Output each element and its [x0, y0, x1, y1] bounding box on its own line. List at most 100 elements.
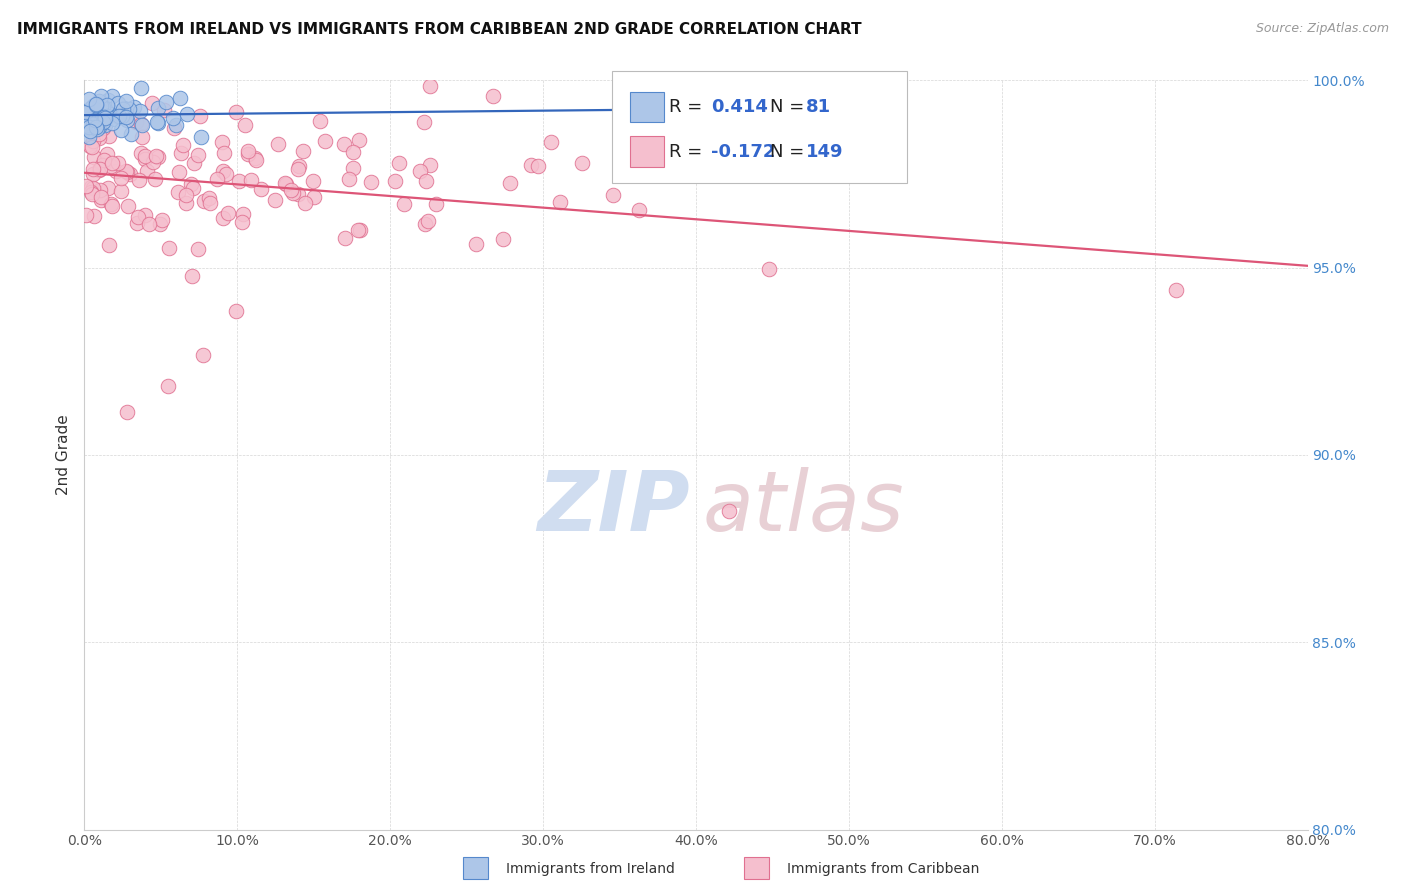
- Point: [180, 178, 202, 192]
- Point: [232, 207, 254, 221]
- Point: [274, 177, 297, 191]
- Point: [267, 137, 290, 152]
- Point: [245, 153, 267, 167]
- Text: -0.172: -0.172: [711, 143, 776, 161]
- Point: [217, 206, 239, 220]
- Point: [82, 162, 104, 177]
- Point: [134, 153, 156, 167]
- Point: [146, 102, 169, 116]
- Point: [93, 112, 115, 126]
- Point: [409, 163, 432, 178]
- Point: [169, 91, 191, 105]
- Point: [97, 181, 120, 195]
- Point: [212, 211, 235, 226]
- Point: [308, 113, 330, 128]
- Point: [138, 217, 160, 231]
- Point: [75, 112, 97, 127]
- Point: [131, 129, 153, 144]
- Point: [112, 101, 135, 115]
- Point: [122, 100, 145, 114]
- Point: [104, 112, 127, 127]
- Point: [117, 165, 139, 179]
- Point: [200, 196, 222, 211]
- Point: [75, 105, 97, 120]
- Point: [75, 178, 97, 193]
- Point: [163, 120, 186, 135]
- Point: [174, 188, 197, 202]
- Point: [77, 130, 100, 145]
- Point: [125, 115, 148, 129]
- Text: R =: R =: [669, 143, 709, 161]
- Point: [387, 155, 409, 169]
- Point: [347, 223, 370, 237]
- Point: [79, 124, 101, 138]
- Point: [80, 185, 103, 199]
- Point: [125, 216, 148, 230]
- Point: [314, 134, 336, 148]
- Point: [91, 114, 114, 128]
- Point: [172, 137, 194, 152]
- Point: [98, 106, 121, 120]
- Point: [342, 161, 364, 175]
- Point: [101, 156, 124, 170]
- Point: [193, 194, 215, 209]
- Point: [225, 104, 247, 119]
- Point: [76, 120, 98, 135]
- Point: [84, 98, 107, 112]
- Point: [79, 105, 101, 120]
- Text: 81: 81: [806, 98, 831, 116]
- Point: [108, 109, 131, 123]
- Point: [240, 173, 263, 187]
- Point: [105, 109, 128, 123]
- Point: [77, 120, 100, 134]
- Point: [150, 212, 173, 227]
- Point: [571, 155, 593, 169]
- Point: [413, 115, 436, 129]
- Point: [526, 159, 548, 173]
- Point: [90, 158, 112, 172]
- Point: [360, 175, 382, 189]
- Point: [83, 150, 105, 164]
- Text: atlas: atlas: [702, 467, 904, 548]
- Point: [120, 127, 142, 141]
- Point: [98, 238, 121, 252]
- Point: [115, 112, 138, 127]
- Point: [94, 102, 117, 116]
- Point: [384, 174, 406, 188]
- Point: [107, 95, 129, 110]
- Point: [187, 242, 209, 256]
- Point: [129, 103, 152, 118]
- Point: [83, 114, 105, 128]
- Point: [134, 149, 156, 163]
- Point: [142, 155, 165, 169]
- Point: [97, 129, 120, 144]
- Point: [87, 94, 110, 108]
- Point: [82, 134, 104, 148]
- Point: [231, 215, 253, 229]
- Point: [136, 164, 159, 178]
- Point: [87, 111, 110, 125]
- Point: [207, 171, 229, 186]
- Point: [191, 348, 214, 362]
- Point: [75, 208, 97, 222]
- Point: [86, 120, 108, 134]
- Text: N =: N =: [770, 98, 810, 116]
- Point: [91, 121, 114, 136]
- Point: [76, 118, 98, 132]
- Point: [96, 98, 118, 112]
- Point: [212, 145, 235, 160]
- Point: [120, 167, 142, 181]
- Point: [155, 95, 177, 109]
- Point: [115, 164, 138, 178]
- Point: [80, 101, 103, 115]
- Point: [167, 165, 190, 179]
- Point: [129, 117, 152, 131]
- Point: [80, 112, 103, 127]
- Point: [181, 181, 204, 195]
- Point: [97, 102, 120, 116]
- Point: [280, 183, 302, 197]
- Point: [110, 171, 132, 186]
- Point: [758, 261, 780, 276]
- Text: Immigrants from Caribbean: Immigrants from Caribbean: [787, 862, 980, 876]
- Point: [110, 123, 132, 137]
